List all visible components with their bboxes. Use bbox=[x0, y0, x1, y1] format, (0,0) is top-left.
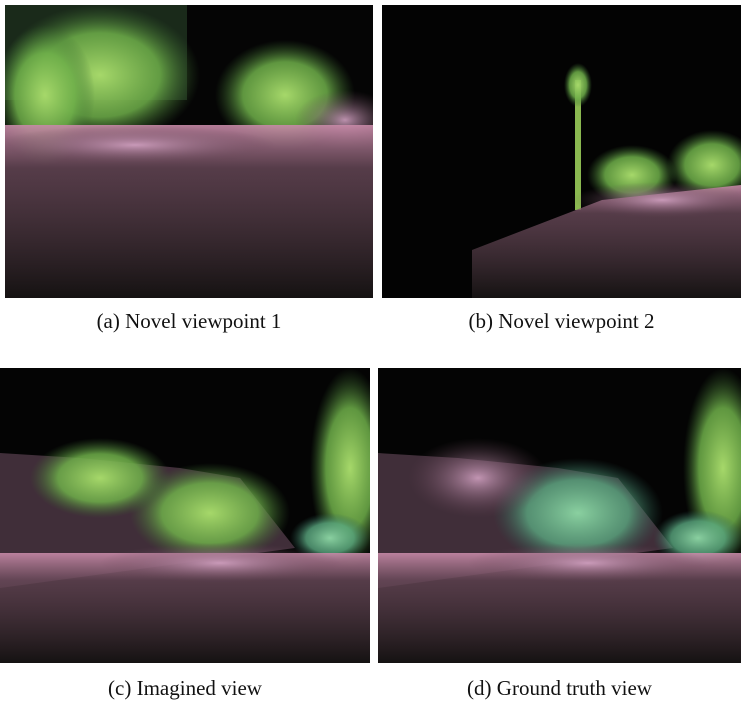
caption: (c) Imagined view bbox=[0, 676, 370, 701]
caption: (b) Novel viewpoint 2 bbox=[382, 309, 741, 334]
image-imagined-view bbox=[0, 368, 370, 663]
caption: (a) Novel viewpoint 1 bbox=[5, 309, 373, 334]
image-novel-viewpoint-2 bbox=[382, 5, 741, 298]
figure-page: {"figure": {"panels": [ {"caption": "(a)… bbox=[0, 0, 746, 702]
image-novel-viewpoint-1 bbox=[5, 5, 373, 298]
caption: (d) Ground truth view bbox=[378, 676, 741, 701]
image-ground-truth-view bbox=[378, 368, 741, 663]
